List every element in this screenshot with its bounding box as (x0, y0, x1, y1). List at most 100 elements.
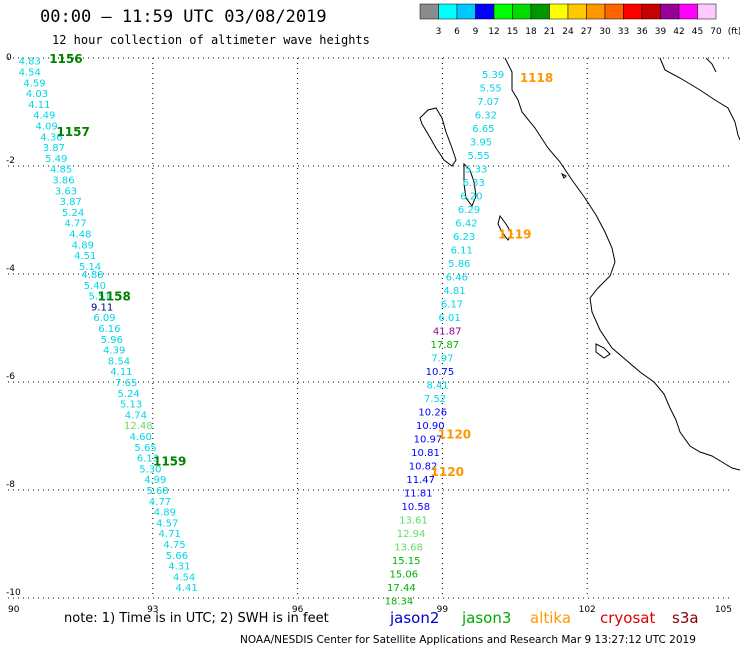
wave-height-label: 4.41 (175, 583, 197, 594)
y-tick-label: -6 (6, 372, 15, 382)
color-scale-legend: 3 6 9 12 15 18 21 24 27 30 33 36 39 42 45 70 (ft) (419, 3, 740, 37)
color-scale-label: 70 (710, 27, 722, 37)
wave-height-label: 5.55 (467, 151, 489, 162)
chart-title: 00:00 – 11:59 UTC 03/08/2019 (40, 7, 327, 27)
color-scale-label: 30 (599, 27, 611, 37)
wave-height-label: 10.97 (414, 435, 443, 446)
wave-height-label: 7.07 (477, 97, 499, 108)
wave-height-label: 4.54 (173, 572, 195, 583)
wave-height-label: 5.55 (480, 84, 502, 95)
wave-height-label: 5.68 (146, 486, 168, 497)
wave-height-label: 4.81 (443, 286, 465, 297)
x-tick-label: 102 (579, 605, 596, 615)
wave-height-label: 6.29 (458, 205, 480, 216)
wave-height-label: 41.87 (433, 327, 462, 338)
wave-height-label: 5.30 (139, 464, 161, 475)
wave-height-label: 10.75 (426, 367, 455, 378)
wave-height-label: 5.66 (166, 551, 188, 562)
wave-height-label: 4.83 (19, 57, 41, 68)
wave-height-label: 18.34 (385, 597, 414, 608)
x-tick-label: 90 (8, 605, 20, 615)
wave-height-label: 5.49 (45, 154, 67, 165)
coastline (419, 57, 740, 471)
wave-height-label: 4.77 (64, 219, 86, 230)
wave-height-label: 5.65 (134, 443, 156, 454)
wave-height-label: 3.63 (55, 186, 77, 197)
wave-height-label: 6.20 (460, 192, 482, 203)
wave-height-label: 4.09 (35, 122, 57, 133)
wave-height-label: 5.40 (84, 281, 106, 292)
pass-number-label: 1120 (438, 427, 471, 441)
pass-number-label: 1158 (97, 290, 130, 304)
x-tick-label: 99 (437, 605, 449, 615)
color-scale-label: 45 (692, 27, 703, 37)
satellite-label-altika: altika (530, 609, 572, 627)
color-scale-label: 42 (673, 27, 684, 37)
y-tick-label: -4 (6, 264, 15, 274)
chart-subtitle: 12 hour collection of altimeter wave hei… (52, 33, 370, 47)
wave-height-label: 5.13 (120, 400, 142, 411)
x-tick-label: 93 (147, 605, 158, 615)
wave-height-label: 8.54 (108, 356, 130, 367)
wave-height-label: 15.15 (392, 556, 421, 567)
wave-height-label: 6.16 (98, 324, 120, 335)
wave-height-label: 6.09 (93, 313, 115, 324)
satellite-label-cryosat: cryosat (600, 609, 656, 627)
footer-note: note: 1) Time is in UTC; 2) SWH is in fe… (64, 611, 329, 626)
wave-height-label: 5.39 (482, 70, 504, 81)
wave-height-label: 4.31 (168, 562, 190, 573)
wave-height-label: 6.32 (475, 111, 497, 122)
wave-height-label: 6.33 (463, 178, 485, 189)
wave-height-label: 4.49 (33, 111, 55, 122)
pass-number-label: 1119 (498, 228, 531, 242)
pass-number-label: 1157 (56, 125, 89, 139)
wave-height-label: 5.24 (118, 389, 140, 400)
wave-height-label: 4.89 (154, 508, 176, 519)
color-scale-label: 3 (436, 27, 442, 37)
wave-height-label: 4.48 (69, 230, 91, 241)
wave-height-label: 12.94 (397, 529, 426, 540)
wave-height-label: 4.54 (19, 68, 41, 79)
wave-height-label: 4.74 (125, 410, 147, 421)
wave-height-label: 4.59 (23, 78, 45, 89)
wave-height-label: 4.85 (50, 165, 72, 176)
wave-height-label: 10.90 (416, 421, 445, 432)
pass-number-label: 1156 (49, 52, 82, 66)
x-tick-label: 105 (715, 605, 732, 615)
wave-height-label: 4.99 (144, 475, 166, 486)
color-scale-label: 12 (488, 27, 499, 37)
footer-credit: NOAA/NESDIS Center for Satellite Applica… (240, 634, 696, 646)
wave-height-label: 6.13 (137, 454, 159, 465)
wave-height-label: 12.48 (124, 421, 153, 432)
wave-height-label: 4.77 (149, 497, 171, 508)
wave-height-label: 11.47 (406, 475, 435, 486)
wave-height-label: 4.11 (110, 367, 132, 378)
wave-height-label: 5.96 (101, 335, 123, 346)
wave-height-label: 8.41 (426, 381, 448, 392)
color-scale-label: 15 (507, 27, 518, 37)
wave-height-label: 3.87 (43, 143, 65, 154)
color-scale-label: 18 (525, 27, 537, 37)
wave-height-label: 7.65 (115, 378, 137, 389)
wave-height-label: 9.11 (91, 302, 113, 313)
wave-height-label: 6.01 (439, 313, 461, 324)
wave-height-label: 3.86 (52, 176, 74, 187)
color-scale-label: 36 (636, 27, 648, 37)
y-tick-label: -8 (6, 480, 15, 490)
color-scale-label: 9 (473, 27, 479, 37)
wave-height-label: 5.86 (448, 259, 470, 270)
wave-height-label: 4.71 (159, 529, 181, 540)
x-tick-label: 96 (292, 605, 304, 615)
pass-number-label: 1159 (153, 454, 186, 468)
y-tick-label: 0 (6, 53, 12, 63)
wave-height-label: 5.51 (89, 292, 111, 303)
wave-height-label: 4.11 (28, 100, 50, 111)
wave-height-label: 4.36 (40, 132, 62, 143)
wave-height-label: 17.44 (387, 583, 416, 594)
wave-height-label: 6.23 (453, 232, 475, 243)
wave-height-label: 4.75 (163, 540, 185, 551)
pass-number-label: 1120 (431, 465, 464, 479)
color-scale-label: 21 (544, 27, 555, 37)
